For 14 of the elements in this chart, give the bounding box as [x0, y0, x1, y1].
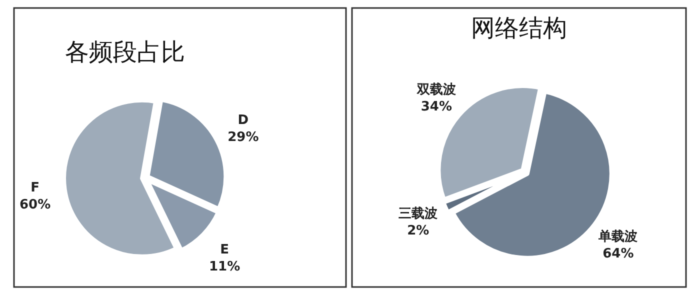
chart-title: 网络结构 — [471, 14, 567, 42]
data-label: 34% — [420, 100, 452, 115]
slice-label: F — [30, 180, 40, 196]
chart-title: 各频段占比 — [65, 38, 185, 66]
data-label: 60% — [20, 197, 51, 212]
slice-label: E — [220, 242, 230, 258]
data-label: 11% — [209, 259, 240, 274]
slice-label: 三载波 — [398, 206, 439, 222]
data-label: 2% — [407, 224, 430, 239]
slice-label: 双载波 — [416, 82, 457, 98]
data-label: 29% — [228, 130, 259, 146]
slice-label: D — [238, 113, 249, 128]
data-label: 64% — [602, 246, 634, 262]
slice-label: 单载波 — [598, 228, 639, 245]
